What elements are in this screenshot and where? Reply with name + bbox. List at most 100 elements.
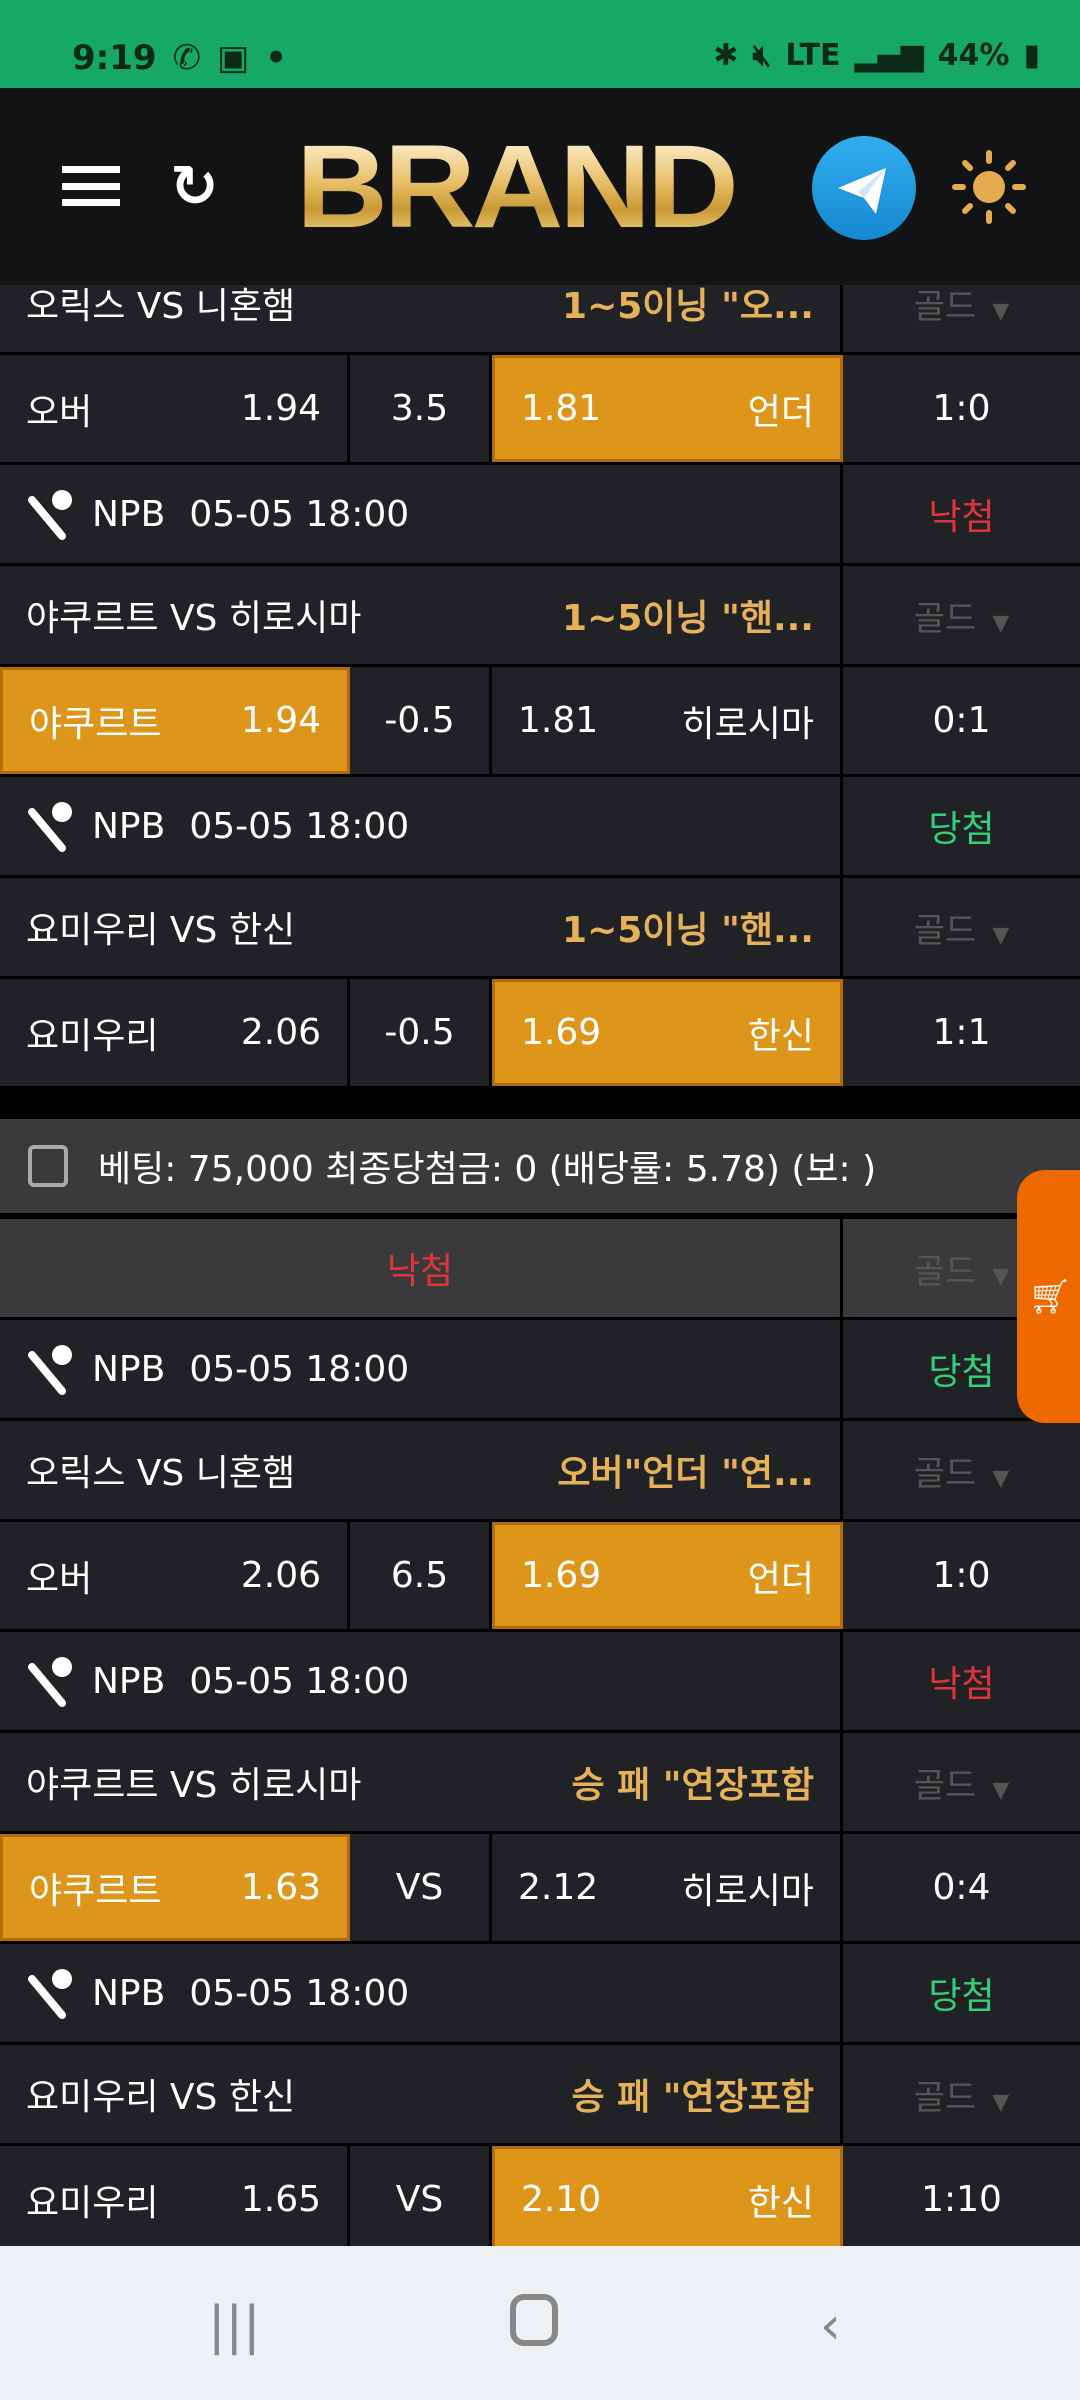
network-label: LTE [785,38,841,73]
signal-icon: ▂▄▆ [854,38,924,73]
chevron-down-icon: ▼ [992,1777,1010,1803]
market-name: 1~5이닝 "핸... [562,910,814,951]
home-odds: 1.94 [240,700,321,741]
line-cell: VS [350,1834,492,1941]
home-odds-button[interactable]: 오버 2.06 [0,1522,350,1629]
away-team: 히로시마 [681,1870,814,1912]
grade-dropdown[interactable]: 골드 ▼ [913,598,1010,639]
match-datetime: 05-05 18:00 [189,493,410,535]
result-badge: 당첨 [928,1352,995,1393]
baseball-icon [28,1345,72,1395]
cart-button[interactable]: 🛒︎ [1017,1170,1080,1423]
away-odds-button[interactable]: 1.69 한신 [492,979,843,1086]
match-name: 오릭스 VS 니혼햄 [26,1453,296,1494]
bet-summary-text: 베팅: 75,000 최종당첨금: 0 (배당률: 5.78) (보: ) [98,1149,877,1190]
score-cell: 0:4 [932,1867,991,1908]
grade-dropdown[interactable]: 골드 ▼ [913,286,1010,327]
result-badge: 낙첨 [928,497,995,538]
market-name: 승 패 "연장포함 [571,1765,814,1806]
league-row: NPB 05-05 18:00 당첨 [0,1320,1080,1421]
market-name: 1~5이닝 "오... [562,286,814,327]
match-title-row: 야쿠르트 VS 히로시마 1~5이닝 "핸... 골드 ▼ [0,566,1080,667]
chevron-down-icon: ▼ [992,1465,1010,1491]
league-row: NPB 05-05 18:00 당첨 [0,1944,1080,2045]
line-cell: 6.5 [350,1522,492,1629]
match-name: 요미우리 VS 한신 [26,2077,296,2118]
grade-dropdown[interactable]: 골드 ▼ [913,1453,1010,1494]
baseball-icon [28,490,72,540]
divider [0,1089,1080,1119]
slip-result: 낙첨 [386,1251,454,1292]
away-odds: 1.81 [521,388,602,429]
match-title-row: 야쿠르트 VS 히로시마 승 패 "연장포함 골드 ▼ [0,1733,1080,1834]
away-odds: 1.81 [518,700,599,741]
home-odds: 1.94 [240,388,321,429]
bet-slip: 오릭스 VS 니혼햄 1~5이닝 "오... 골드 ▼ 오버 1.94 3.5 1.81 언더 1… [0,285,1080,1089]
recent-apps-button[interactable]: ||| [208,2296,261,2356]
grade-dropdown[interactable]: 골드 ▼ [913,2077,1010,2118]
chevron-down-icon: ▼ [992,2089,1010,2115]
select-checkbox[interactable] [28,1145,68,1187]
match-title-row: 오릭스 VS 니혼햄 오버"언더 "연... 골드 ▼ [0,1421,1080,1522]
home-team: 요미우리 [26,1015,159,1057]
grade-dropdown[interactable]: 골드 ▼ [913,1765,1010,1806]
league-name: NPB [92,1660,166,1702]
away-odds-button[interactable]: 2.12 히로시마 [492,1834,843,1941]
score-cell: 1:1 [932,1012,991,1053]
bet-summary: 베팅: 75,000 최종당첨금: 0 (배당률: 5.78) (보: ) [0,1119,1080,1219]
league-name: NPB [92,805,166,847]
score-cell: 1:10 [921,2179,1002,2220]
chevron-down-icon: ▼ [992,1263,1010,1289]
result-badge: 당첨 [928,809,995,850]
chevron-down-icon: ▼ [992,610,1010,636]
match-title-row: 요미우리 VS 한신 1~5이닝 "핸... 골드 ▼ [0,878,1080,979]
home-odds-button[interactable]: 요미우리 1.65 [0,2146,350,2246]
match-name: 오릭스 VS 니혼햄 [26,286,296,327]
chevron-down-icon: ▼ [992,922,1010,948]
call-icon: ✆ [172,38,202,78]
slip-status-row: 낙첨 골드 ▼ [0,1219,1080,1320]
notification-icon: ▣ [217,38,250,78]
baseball-icon [28,802,72,852]
grade-dropdown[interactable]: 골드 ▼ [913,910,1010,951]
refresh-icon[interactable]: ↻ [170,152,219,220]
home-team: 야쿠르트 [29,1870,162,1912]
telegram-icon[interactable] [812,136,916,240]
brand-logo[interactable]: BRAND [296,128,806,246]
home-odds: 2.06 [240,1012,321,1053]
home-odds: 1.65 [240,2179,321,2220]
odds-row: 오버 2.06 6.5 1.69 언더 1:0 [0,1522,1080,1632]
away-odds-button[interactable]: 1.69 언더 [492,1522,843,1629]
sun-icon[interactable] [952,150,1026,224]
line-cell: -0.5 [350,667,492,774]
match-datetime: 05-05 18:00 [189,805,410,847]
home-odds-button[interactable]: 오버 1.94 [0,355,350,462]
home-odds-button[interactable]: 야쿠르트 1.63 [0,1834,350,1941]
away-odds-button[interactable]: 2.10 한신 [492,2146,843,2246]
match-name: 요미우리 VS 한신 [26,910,296,951]
home-odds-button[interactable]: 요미우리 2.06 [0,979,350,1086]
back-button[interactable]: ‹ [820,2296,841,2356]
away-team: 히로시마 [681,703,814,745]
menu-icon[interactable] [62,166,120,206]
grade-dropdown[interactable]: 골드 ▼ [913,1251,1010,1292]
match-name: 야쿠르트 VS 히로시마 [26,598,362,639]
odds-row: 야쿠르트 1.63 VS 2.12 히로시마 0:4 [0,1834,1080,1944]
home-odds-button[interactable]: 야쿠르트 1.94 [0,667,350,774]
line-cell: 3.5 [350,355,492,462]
away-odds-button[interactable]: 1.81 히로시마 [492,667,843,774]
score-cell: 1:0 [932,388,991,429]
market-name: 승 패 "연장포함 [571,2077,814,2118]
mute-icon: 🔇︎ [752,38,772,73]
line-cell: -0.5 [350,979,492,1086]
home-odds: 2.06 [240,1555,321,1596]
result-badge: 당첨 [928,1976,995,2017]
away-odds-button[interactable]: 1.81 언더 [492,355,843,462]
score-cell: 0:1 [932,700,991,741]
chevron-down-icon: ▼ [992,298,1010,324]
league-row: NPB 05-05 18:00 낙첨 [0,1632,1080,1733]
home-button[interactable] [510,2294,558,2346]
bluetooth-icon: ✱ [713,38,739,73]
bet-history-list[interactable]: 오릭스 VS 니혼햄 1~5이닝 "오... 골드 ▼ 오버 1.94 3.5 1.81 언더 1… [0,285,1080,2246]
league-name: NPB [92,1972,166,2014]
